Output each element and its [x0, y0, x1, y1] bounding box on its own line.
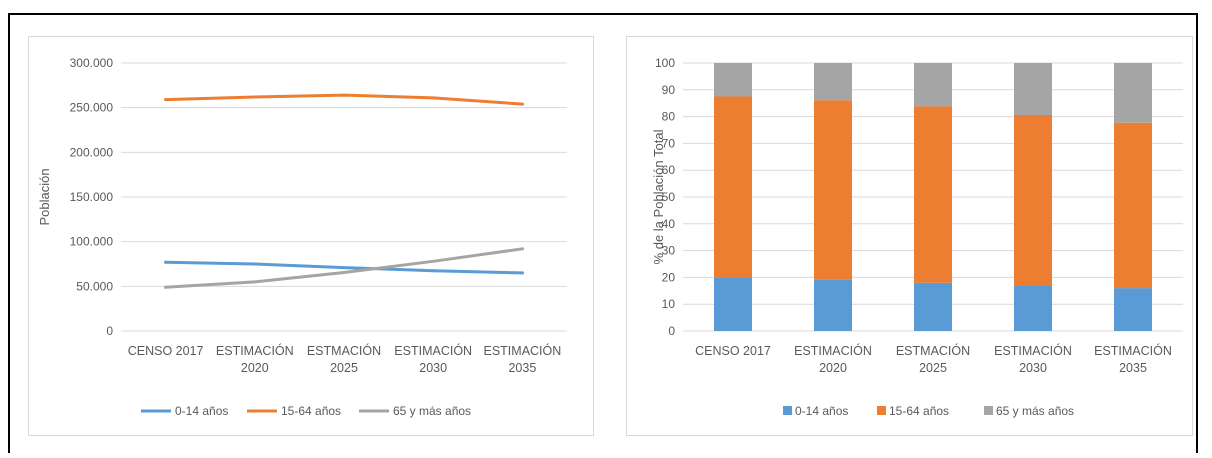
legend-swatch — [783, 406, 792, 415]
y-tick-label: 100 — [655, 56, 675, 70]
data-point — [164, 98, 168, 102]
x-tick-label: 2030 — [1019, 361, 1047, 375]
bar-segment — [714, 96, 752, 278]
legend-label: 0-14 años — [795, 404, 848, 418]
y-tick-label: 50.000 — [76, 279, 113, 293]
x-tick-label: ESTIMACIÓN — [994, 343, 1072, 358]
y-tick-label: 80 — [662, 110, 676, 124]
bar-segment — [714, 63, 752, 97]
legend-label: 15-64 años — [889, 404, 949, 418]
bar-segment — [814, 100, 852, 280]
legend-label: 0-14 años — [175, 404, 228, 418]
x-tick-label: ESTIMACIÓN — [394, 343, 472, 358]
y-tick-label: 300.000 — [70, 56, 114, 70]
y-tick-label: 20 — [662, 270, 676, 284]
data-point — [520, 247, 524, 251]
bar-segment — [814, 63, 852, 101]
bar-segment — [914, 63, 952, 107]
bar-segment — [1114, 122, 1152, 289]
x-tick-label: ESTIMACIÓN — [484, 343, 562, 358]
x-tick-label: 2020 — [241, 361, 269, 375]
y-axis-title: % de la Población Total — [651, 129, 666, 264]
x-tick-label: CENSO 2017 — [695, 344, 771, 358]
data-point — [253, 280, 257, 284]
y-tick-label: 30 — [662, 244, 676, 258]
bar-segment — [1014, 114, 1052, 286]
y-tick-label: 0 — [106, 324, 113, 338]
data-point — [431, 259, 435, 263]
data-point — [253, 95, 257, 99]
bar-segment — [1014, 63, 1052, 115]
data-point — [431, 96, 435, 100]
data-point — [164, 285, 168, 289]
x-tick-label: ESTIMACIÓN — [1094, 343, 1172, 358]
x-tick-label: CENSO 2017 — [128, 344, 204, 358]
y-axis-title: Población — [37, 168, 52, 225]
x-tick-label: 2020 — [819, 361, 847, 375]
y-tick-label: 10 — [662, 297, 676, 311]
y-tick-label: 70 — [662, 136, 676, 150]
data-point — [253, 262, 257, 266]
legend-label: 15-64 años — [281, 404, 341, 418]
stacked-bar-chart-panel: 0 10 20 30 40 50 60 70 80 90 100 CENSO 2017 ESTIMACI… — [626, 36, 1193, 436]
y-tick-label: 250.000 — [70, 101, 114, 115]
y-tick-label: 0 — [668, 324, 675, 338]
data-point — [520, 271, 524, 275]
y-tick-label: 50 — [662, 190, 676, 204]
x-tick-label: ESTMACIÓN — [896, 343, 970, 358]
x-tick-label: 2025 — [919, 361, 947, 375]
x-tick-label: 2025 — [330, 361, 358, 375]
x-tick-label: ESTMACIÓN — [307, 343, 381, 358]
y-tick-label: 200.000 — [70, 145, 114, 159]
legend-swatch — [877, 406, 886, 415]
bar-segment — [1014, 285, 1052, 331]
bar-segment — [714, 277, 752, 331]
line-chart: 0 50.000 100.000 150.000 200.000 250.000 300.0… — [37, 56, 567, 418]
x-tick-label: 2030 — [419, 361, 447, 375]
data-point — [520, 102, 524, 106]
bar-segment — [1114, 63, 1152, 123]
bar-segment — [814, 279, 852, 331]
y-tick-label: 150.000 — [70, 190, 114, 204]
data-point — [342, 93, 346, 97]
data-point — [342, 266, 346, 270]
x-tick-label: 2035 — [508, 361, 536, 375]
legend-swatch — [984, 406, 993, 415]
legend-label: 65 y más años — [996, 404, 1074, 418]
bar-segment — [1114, 288, 1152, 331]
x-tick-label: ESTIMACIÓN — [794, 343, 872, 358]
legend-label: 65 y más años — [393, 404, 471, 418]
data-point — [342, 270, 346, 274]
y-tick-label: 60 — [662, 163, 676, 177]
bar-segment — [914, 106, 952, 283]
x-tick-label: ESTIMACIÓN — [216, 343, 294, 358]
data-point — [164, 260, 168, 264]
line-chart-panel: 0 50.000 100.000 150.000 200.000 250.000 300.0… — [28, 36, 594, 436]
bar-segment — [914, 282, 952, 331]
y-tick-label: 90 — [662, 83, 676, 97]
data-point — [431, 269, 435, 273]
y-tick-label: 40 — [662, 217, 676, 231]
y-tick-label: 100.000 — [70, 235, 114, 249]
x-tick-label: 2035 — [1119, 361, 1147, 375]
